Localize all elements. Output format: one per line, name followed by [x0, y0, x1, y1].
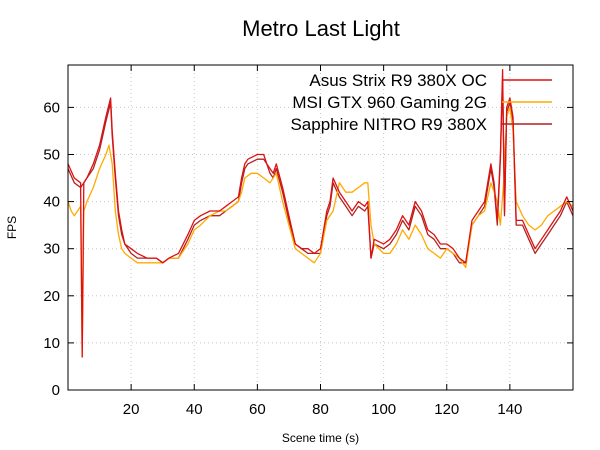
x-tick-label: 100	[371, 401, 396, 418]
legend-label-3: Sapphire NITRO R9 380X	[290, 115, 487, 134]
axis-ticks: 0 10 20 30 40 50 60 20 40 60 80 100 120 140	[43, 65, 573, 418]
plot-series	[67, 69, 574, 358]
x-tick-label: 40	[186, 401, 203, 418]
legend-label-2: MSI GTX 960 Gaming 2G	[292, 93, 487, 112]
series-line-2	[67, 106, 574, 358]
y-tick-label: 40	[43, 194, 60, 211]
legend: Asus Strix R9 380X OC MSI GTX 960 Gaming …	[290, 71, 552, 134]
chart-title: Metro Last Light	[242, 16, 400, 41]
x-axis-label: Scene time (s)	[282, 431, 359, 445]
y-tick-label: 20	[43, 288, 60, 305]
y-tick-label: 10	[43, 335, 60, 352]
y-tick-label: 30	[43, 241, 60, 258]
y-tick-label: 0	[52, 382, 60, 399]
x-tick-label: 60	[249, 401, 266, 418]
series-line-1	[67, 69, 574, 358]
x-tick-label: 80	[312, 401, 329, 418]
y-tick-label: 50	[43, 146, 60, 163]
y-tick-label: 60	[43, 99, 60, 116]
legend-label-1: Asus Strix R9 380X OC	[309, 71, 487, 90]
y-axis-label: FPS	[5, 216, 19, 239]
grid	[68, 65, 573, 390]
x-tick-label: 120	[434, 401, 459, 418]
x-tick-label: 20	[123, 401, 140, 418]
x-tick-label: 140	[497, 401, 522, 418]
